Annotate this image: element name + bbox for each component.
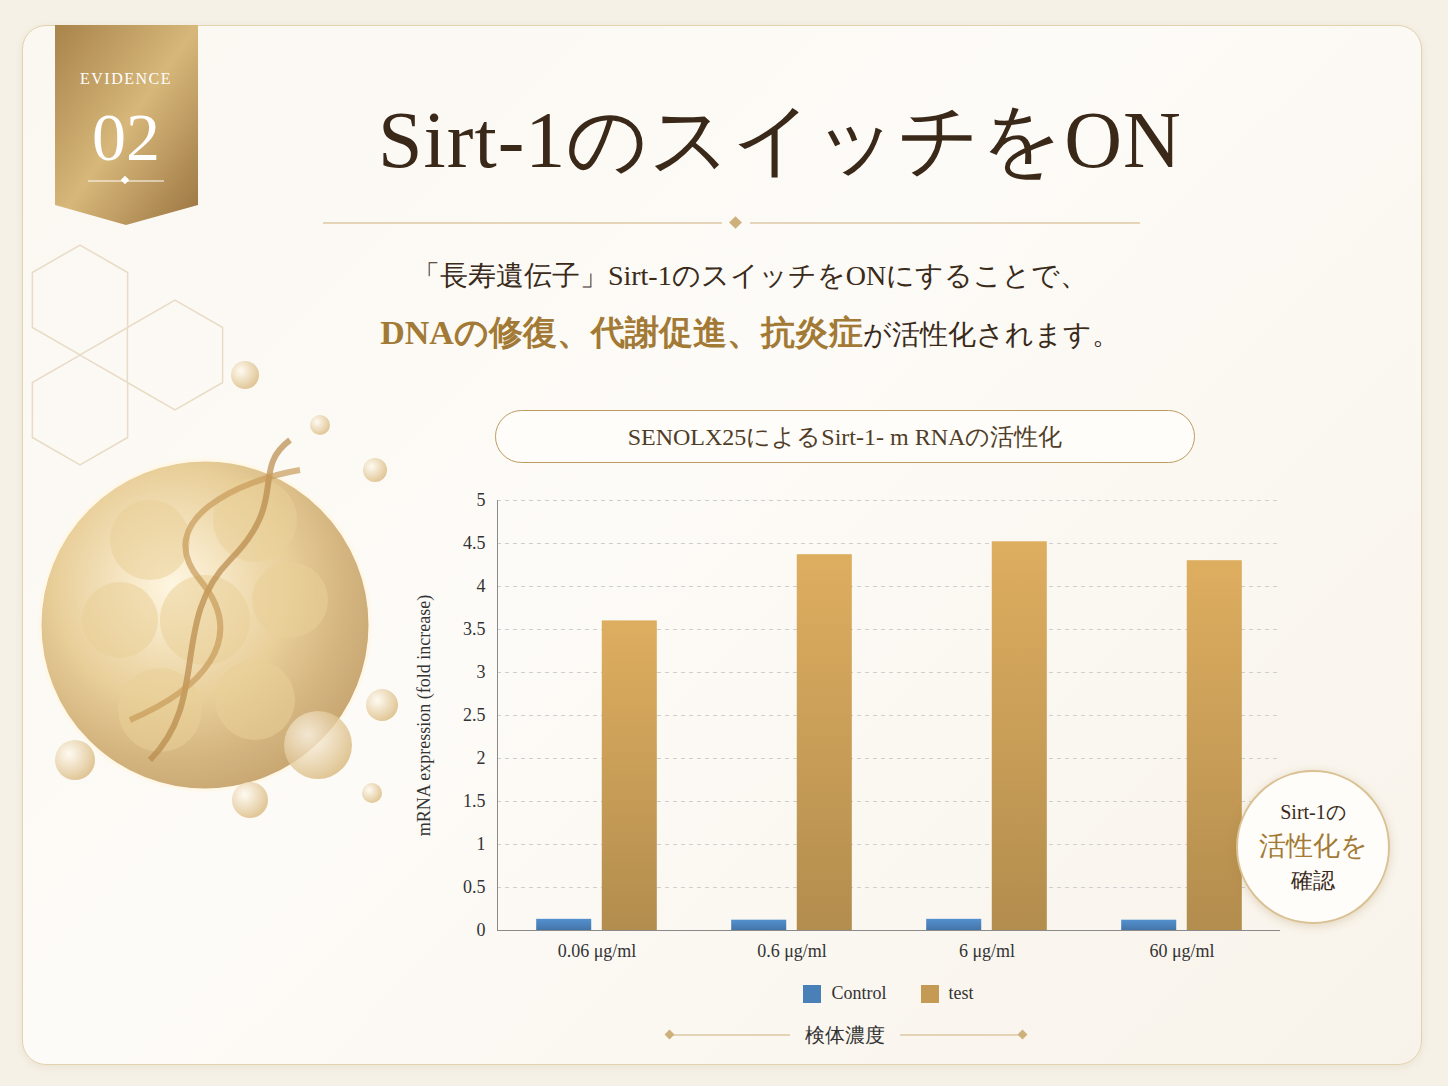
svg-text:02: 02 [92, 99, 160, 175]
html-text:DNAの修復、代謝促進、抗炎症が活性化されます。: DNAの修復、代謝促進、抗炎症が活性化されます。 [380, 314, 1120, 351]
svg-text:0: 0 [477, 920, 486, 940]
html-text:活性化を: 活性化を [1258, 831, 1368, 861]
svg-text:3.5: 3.5 [463, 619, 486, 639]
svg-text:0.06 μg/ml: 0.06 μg/ml [558, 941, 637, 961]
svg-text:5: 5 [477, 490, 486, 510]
html-text:test: test [948, 983, 974, 1003]
svg-text:6 μg/ml: 6 μg/ml [959, 941, 1015, 961]
svg-text:2.5: 2.5 [463, 705, 486, 725]
svg-text:0.5: 0.5 [463, 877, 486, 897]
html-text:確認: 確認 [1291, 868, 1335, 893]
svg-text:1.5: 1.5 [463, 791, 486, 811]
svg-text:0.6 μg/ml: 0.6 μg/ml [757, 941, 827, 961]
svg-text:mRNA expression (fold increase: mRNA expression (fold increase) [414, 595, 435, 836]
svg-text:4: 4 [477, 576, 486, 596]
html-text:Sirt-1の: Sirt-1の [1280, 801, 1346, 823]
svg-text:4.5: 4.5 [463, 533, 486, 553]
svg-text:EVIDENCE: EVIDENCE [80, 70, 172, 87]
svg-text:2: 2 [477, 748, 486, 768]
svg-text:60 μg/ml: 60 μg/ml [1149, 941, 1214, 961]
svg-text:1: 1 [477, 834, 486, 854]
html-text:「長寿遺伝子」Sirt-1のスイッチをONにすることで、: 「長寿遺伝子」Sirt-1のスイッチをONにすることで、 [411, 260, 1089, 291]
svg-text:3: 3 [477, 662, 486, 682]
html-text:Sirt-1のスイッチをON: Sirt-1のスイッチをON [378, 96, 1182, 184]
html-text:SENOLX25によるSirt-1- m RNAの活性化: SENOLX25によるSirt-1- m RNAの活性化 [627, 424, 1063, 450]
svg-text:検体濃度: 検体濃度 [805, 1024, 885, 1046]
html-text:Control: Control [831, 983, 887, 1003]
